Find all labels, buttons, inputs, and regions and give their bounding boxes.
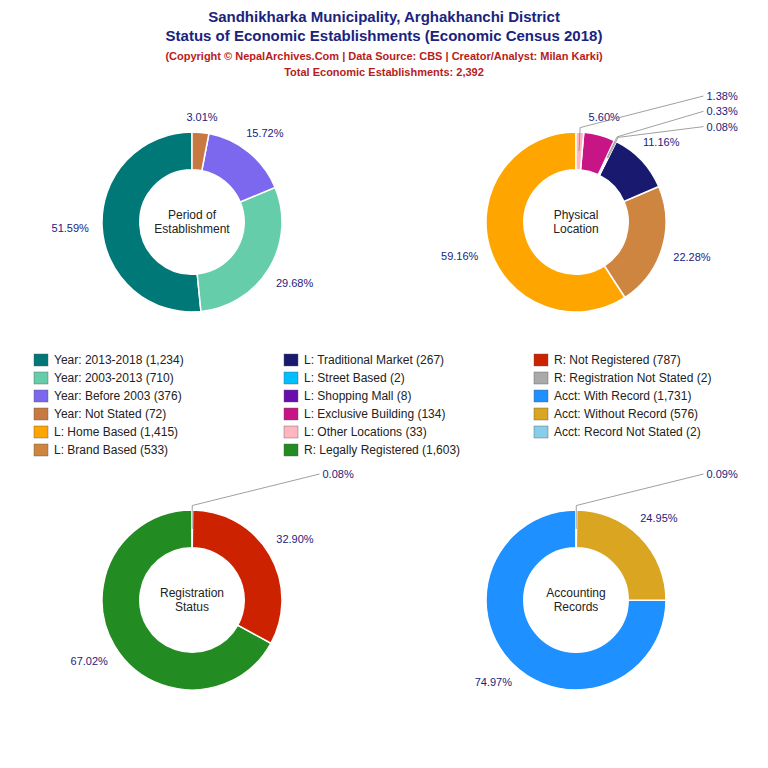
leader-line	[607, 111, 704, 158]
title: Status of Economic Establishments (Econo…	[166, 27, 603, 44]
donut-title: PhysicalLocation	[553, 208, 598, 236]
subtitle: Total Economic Establishments: 2,392	[284, 66, 484, 78]
legend-entry: Year: 2003-2013 (710)	[54, 371, 174, 385]
legend-swatch	[34, 426, 48, 438]
data-labels: 67.02% 32.90% 0.08%	[71, 468, 354, 667]
data-label: 29.68%	[276, 277, 314, 289]
legend-entry: R: Registration Not Stated (2)	[554, 371, 711, 385]
legend-entry: Year: 2013-2018 (1,234)	[54, 353, 184, 367]
data-label: 0.08%	[707, 121, 738, 133]
legend-swatch	[534, 408, 548, 420]
legend-swatch	[34, 354, 48, 366]
legend: Year: 2013-2018 (1,234) Year: 2003-2013 (…	[34, 353, 711, 457]
data-label: 59.16%	[441, 250, 479, 262]
data-label: 74.97%	[475, 676, 513, 688]
legend-swatch	[34, 408, 48, 420]
data-label: 32.90%	[276, 533, 314, 545]
legend-entry: L: Traditional Market (267)	[304, 353, 444, 367]
legend-swatch	[534, 354, 548, 366]
donut-chart	[486, 510, 666, 690]
donut-chart	[102, 510, 282, 690]
donut-title: AccountingRecords	[546, 586, 605, 614]
leader-line	[608, 127, 704, 159]
legend-swatch	[284, 372, 298, 384]
donut-slice	[486, 510, 666, 690]
data-labels: 51.59% 29.68% 15.72% 3.01%	[52, 111, 314, 289]
legend-swatch	[534, 426, 548, 438]
chart: Sandhikharka Municipality, Arghakhanchi …	[0, 0, 768, 768]
legend-entry: L: Shopping Mall (8)	[304, 389, 411, 403]
legend-swatch	[34, 390, 48, 402]
subtitle: (Copyright © NepalArchives.Com | Data So…	[165, 50, 603, 62]
legend-entry: Year: Before 2003 (376)	[54, 389, 182, 403]
leader-line	[192, 474, 319, 529]
legend-entry: L: Other Locations (33)	[304, 425, 427, 439]
donut-slice	[192, 510, 282, 643]
legend-entry: L: Street Based (2)	[304, 371, 405, 385]
donut-title-line: Records	[554, 600, 599, 614]
donut-slice	[486, 132, 625, 312]
data-label: 0.09%	[707, 468, 738, 480]
legend-entry: Acct: Record Not Stated (2)	[554, 425, 701, 439]
leader-line	[576, 474, 703, 529]
donut-slice	[604, 187, 666, 298]
legend-entry: L: Brand Based (533)	[54, 443, 168, 457]
donut-slice	[197, 187, 282, 311]
legend-swatch	[284, 444, 298, 456]
legend-entry: L: Exclusive Building (134)	[304, 407, 445, 421]
legend-swatch	[34, 444, 48, 456]
data-label: 0.08%	[323, 468, 354, 480]
legend-swatch	[534, 372, 548, 384]
legend-swatch	[534, 390, 548, 402]
donut-title-line: Accounting	[546, 586, 605, 600]
legend-swatch	[284, 426, 298, 438]
data-label: 1.38%	[707, 90, 738, 102]
title: Sandhikharka Municipality, Arghakhanchi …	[208, 8, 560, 25]
data-label: 24.95%	[640, 512, 678, 524]
data-label: 15.72%	[246, 127, 284, 139]
data-labels: 74.97% 24.95% 0.09%	[475, 468, 738, 688]
donut-slice	[192, 132, 209, 171]
donut-title-line: Registration	[160, 586, 224, 600]
data-label: 0.33%	[707, 105, 738, 117]
legend-entry: Acct: With Record (1,731)	[554, 389, 691, 403]
donut-title-line: Status	[175, 600, 209, 614]
donut-slice	[202, 134, 275, 202]
data-label: 22.28%	[673, 251, 711, 263]
legend-entry: Acct: Without Record (576)	[554, 407, 698, 421]
data-label: 51.59%	[52, 222, 90, 234]
legend-swatch	[284, 390, 298, 402]
legend-entry: R: Legally Registered (1,603)	[304, 443, 460, 457]
leader-line	[579, 96, 703, 151]
data-label: 67.02%	[71, 655, 109, 667]
legend-swatch	[284, 408, 298, 420]
donut-title-line: Location	[553, 222, 598, 236]
legend-entry: L: Home Based (1,415)	[54, 425, 178, 439]
legend-swatch	[284, 354, 298, 366]
legend-swatch	[34, 372, 48, 384]
legend-entry: R: Not Registered (787)	[554, 353, 681, 367]
data-label: 11.16%	[643, 136, 680, 148]
background	[0, 0, 768, 768]
data-label: 3.01%	[186, 111, 217, 123]
donut-chart	[102, 132, 282, 312]
legend-entry: Year: Not Stated (72)	[54, 407, 166, 421]
donut-title-line: Establishment	[154, 222, 230, 236]
donut-chart	[486, 132, 666, 312]
data-labels: 59.16%22.28%11.16%5.60%1.38%0.33%0.08%	[441, 90, 738, 263]
donut-title-line: Period of	[168, 208, 217, 222]
donut-title: Period ofEstablishment	[154, 208, 230, 236]
donut-title-line: Physical	[554, 208, 599, 222]
donut-title: RegistrationStatus	[160, 586, 224, 614]
